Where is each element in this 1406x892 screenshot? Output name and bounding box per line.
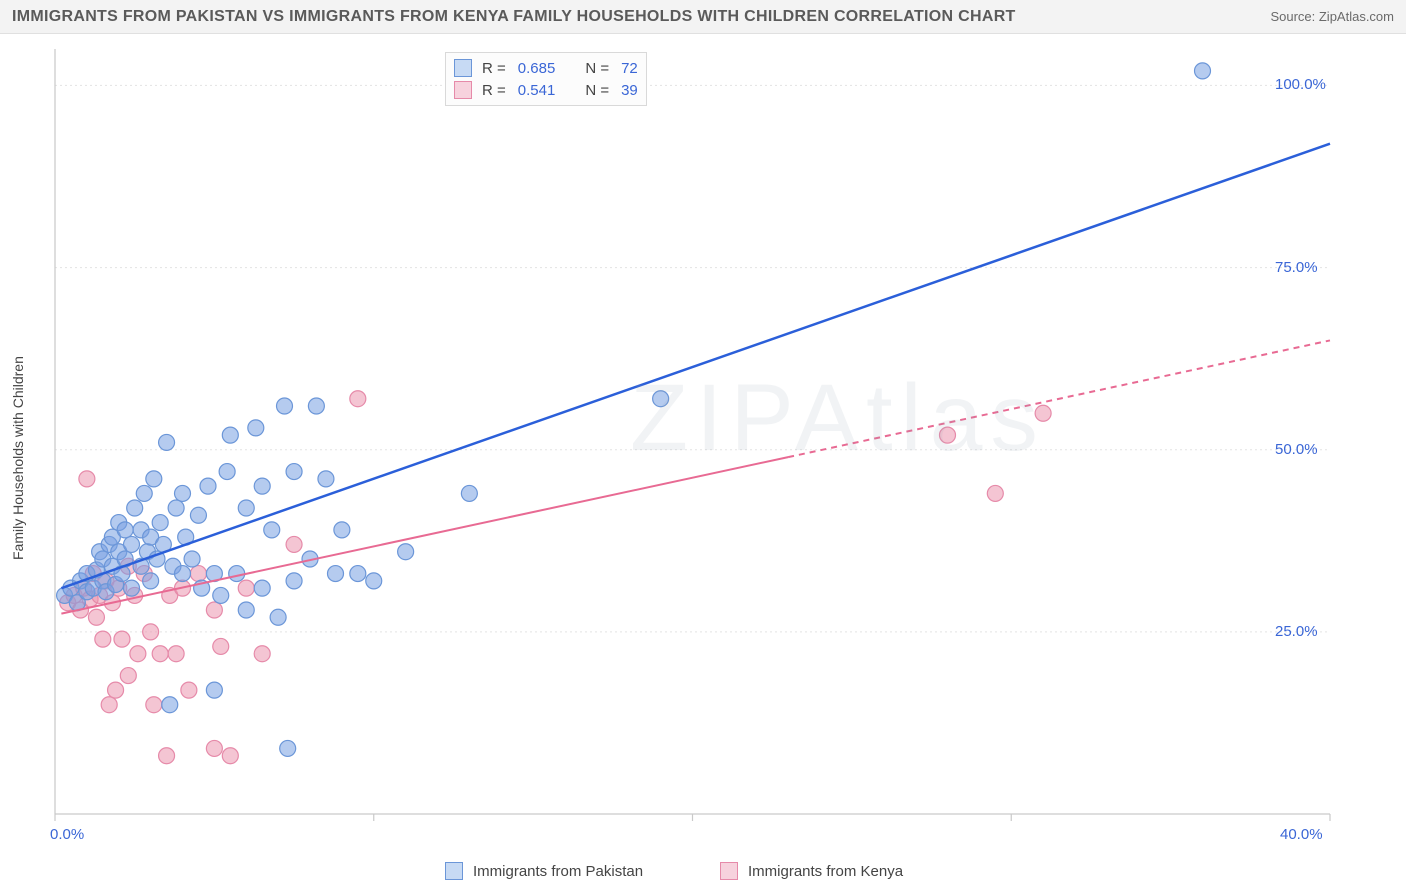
swatch-pakistan: [445, 862, 463, 880]
tick-label: 40.0%: [1280, 826, 1323, 843]
r-label: R =: [482, 82, 506, 99]
n-label: N =: [585, 82, 609, 99]
source-name: ZipAtlas.com: [1319, 9, 1394, 24]
y-axis-label: Family Households with Children: [10, 356, 26, 560]
chart-title: IMMIGRANTS FROM PAKISTAN VS IMMIGRANTS F…: [12, 8, 1016, 26]
tick-label: 0.0%: [50, 826, 84, 843]
scatter-plot: ZIPAtlas R = 0.685 N = 72 R = 0.541 N = …: [50, 44, 1340, 834]
chart-svg: [50, 44, 1340, 834]
r-value-pakistan: 0.685: [518, 60, 556, 77]
series-label-pakistan: Immigrants from Pakistan: [473, 863, 643, 880]
tick-label: 100.0%: [1275, 76, 1326, 93]
legend-row-pakistan: R = 0.685 N = 72: [454, 57, 638, 79]
tick-label: 50.0%: [1275, 441, 1318, 458]
source-prefix: Source:: [1270, 9, 1318, 24]
header-bar: IMMIGRANTS FROM PAKISTAN VS IMMIGRANTS F…: [0, 0, 1406, 34]
legend-row-kenya: R = 0.541 N = 39: [454, 79, 638, 101]
n-label: N =: [585, 60, 609, 77]
swatch-kenya: [720, 862, 738, 880]
swatch-kenya: [454, 81, 472, 99]
legend-series-kenya: Immigrants from Kenya: [720, 862, 903, 880]
r-value-kenya: 0.541: [518, 82, 556, 99]
tick-label: 25.0%: [1275, 623, 1318, 640]
series-label-kenya: Immigrants from Kenya: [748, 863, 903, 880]
source-attribution: Source: ZipAtlas.com: [1270, 9, 1394, 24]
tick-label: 75.0%: [1275, 259, 1318, 276]
r-label: R =: [482, 60, 506, 77]
swatch-pakistan: [454, 59, 472, 77]
n-value-pakistan: 72: [621, 60, 638, 77]
legend-correlation: R = 0.685 N = 72 R = 0.541 N = 39: [445, 52, 647, 106]
n-value-kenya: 39: [621, 82, 638, 99]
legend-series-pakistan: Immigrants from Pakistan: [445, 862, 643, 880]
